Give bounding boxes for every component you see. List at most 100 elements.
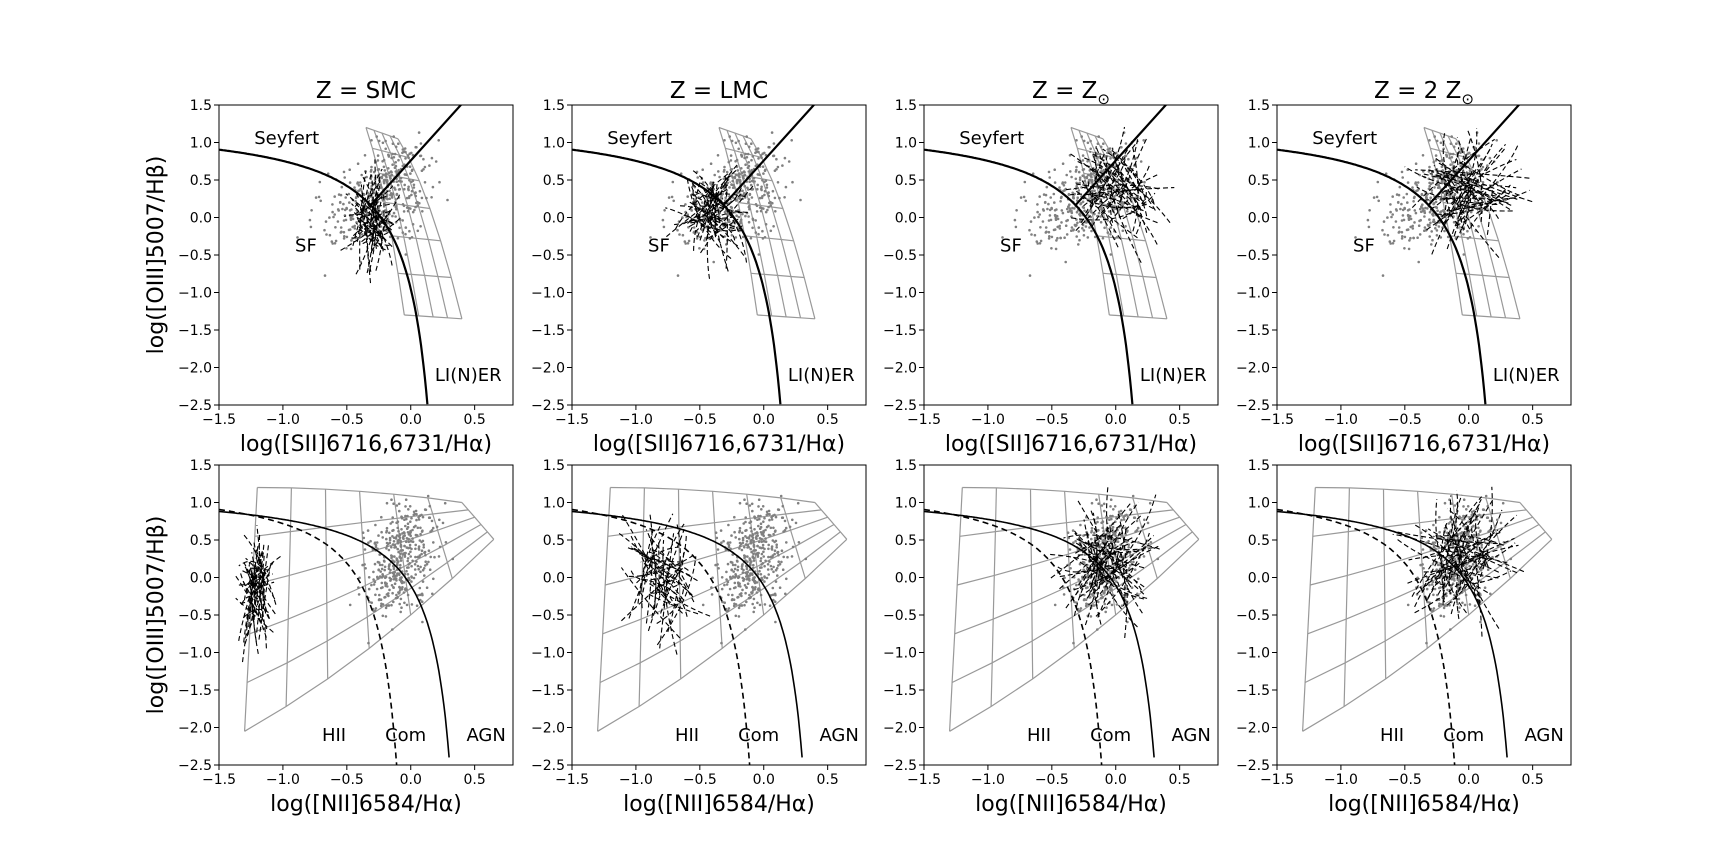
observed-point [1440,165,1444,169]
observed-point [1389,210,1392,214]
observed-point [769,555,773,559]
observed-point [1101,526,1104,530]
observed-point [403,551,406,555]
observed-point [701,181,705,184]
observed-point [414,543,418,547]
observed-point [1090,178,1094,182]
observed-point [1452,145,1456,149]
observed-point [1109,587,1112,590]
observed-point [1075,210,1079,214]
observed-point [1381,274,1385,277]
observed-point [735,214,738,217]
observed-point [1409,236,1412,240]
observed-point [1464,593,1468,597]
observed-point [763,603,767,606]
observed-point [1459,151,1462,155]
observed-point [744,535,747,538]
observed-point [773,592,777,596]
observed-point [339,226,343,229]
y-tick-label: −2.5 [1236,398,1270,414]
observed-point [1448,603,1451,607]
observed-point [731,186,735,189]
observed-point [1400,219,1404,222]
observed-point [1090,189,1094,193]
observed-point [1108,518,1111,521]
observed-point [744,628,747,631]
observed-point [1435,139,1439,143]
observed-point [409,172,412,175]
observed-point [733,175,737,179]
y-tick-label: −0.5 [178,608,212,624]
observed-point [1090,229,1093,233]
observed-point [770,518,774,521]
observed-point [764,223,768,226]
model-track [665,570,683,614]
observed-point [1103,589,1107,592]
observed-point [395,593,398,597]
x-tick-label: 0.0 [400,412,422,428]
observed-point [1501,501,1505,505]
observed-point [771,586,775,590]
y-tick-label: −0.5 [883,608,917,624]
observed-point [433,555,436,559]
observed-point [389,568,392,572]
axes-frame [923,104,1219,406]
observed-point [1413,221,1416,224]
model-track [1120,160,1148,217]
observed-point [756,187,759,191]
observed-point [423,574,426,577]
model-track [238,552,265,641]
observed-point [714,531,718,534]
observed-point [411,528,414,532]
observed-point [783,519,787,523]
observed-point [1394,220,1398,223]
observed-point [392,567,396,571]
observed-point [728,587,732,591]
observed-point [1439,160,1442,163]
observed-point [726,580,730,584]
observed-point [1457,579,1461,582]
model-track [1414,524,1471,589]
observed-point [443,501,447,505]
observed-point [760,188,763,192]
observed-point [407,508,410,511]
observed-point [388,571,392,574]
observed-point [760,508,763,511]
observed-point [1464,566,1467,569]
model-track [641,544,658,609]
observed-point [774,568,778,572]
observed-point [406,559,410,563]
observed-point [1055,239,1058,242]
observed-point [741,571,745,574]
observed-point [412,183,416,187]
observed-point [1421,207,1425,210]
model-track [699,191,713,241]
observed-point [1053,168,1056,171]
observed-point [361,563,364,567]
observed-point [406,209,410,213]
model-grid-line [949,487,963,732]
observed-point [396,547,400,551]
observed-point [414,145,418,149]
observed-point [737,139,740,143]
observed-point [1434,547,1437,551]
observed-point [1096,520,1099,524]
observed-point [336,220,340,223]
observed-point [1446,235,1450,239]
observed-point [1428,601,1431,604]
observed-point [1054,218,1058,221]
observed-point [387,155,391,158]
observed-point [1054,247,1058,251]
observed-point [747,215,750,218]
observed-point [733,581,737,585]
observed-point [1080,135,1083,138]
observed-point [767,555,770,559]
x-tick-label: −1.0 [619,412,653,428]
observed-point [1063,576,1066,580]
observed-point [1454,183,1458,187]
kewley-line [924,148,1134,405]
observed-point [776,508,780,511]
observed-point [761,165,765,168]
observed-point [1038,195,1041,198]
observed-point [1432,523,1435,527]
